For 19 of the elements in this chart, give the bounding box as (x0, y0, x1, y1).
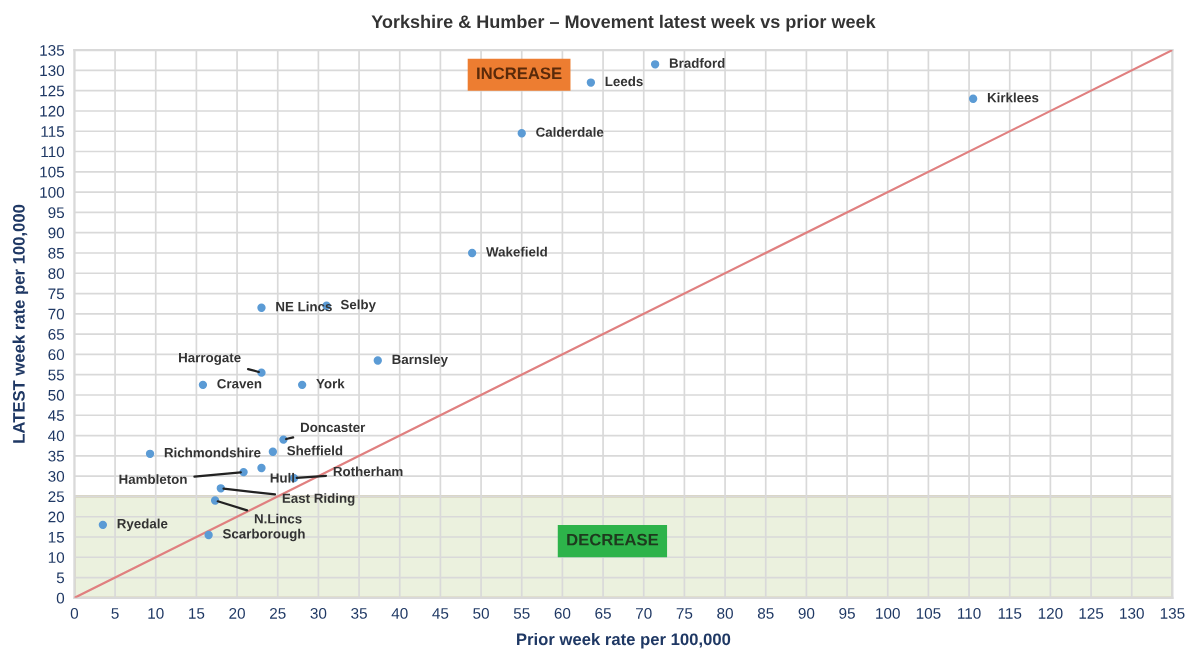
point (297, 380, 307, 390)
annotation: INCREASE (477, 67, 562, 80)
point (268, 447, 278, 456)
point (467, 248, 477, 258)
point (373, 356, 382, 365)
point (98, 520, 108, 529)
x-axis-title: Prior week rate per 100,000 (517, 632, 731, 649)
point (145, 449, 155, 458)
point (586, 78, 596, 87)
chart-title: Yorkshire & Humber – Movement latest week vs prior week (371, 14, 876, 32)
point (517, 129, 526, 138)
band-label: DECREASE (567, 533, 659, 546)
point (198, 380, 208, 390)
point (650, 60, 660, 69)
point (257, 463, 266, 473)
point (204, 530, 213, 540)
y-axis-title: LATEST week rate per 100,000 (12, 204, 29, 443)
point (257, 303, 266, 312)
point (968, 94, 978, 103)
